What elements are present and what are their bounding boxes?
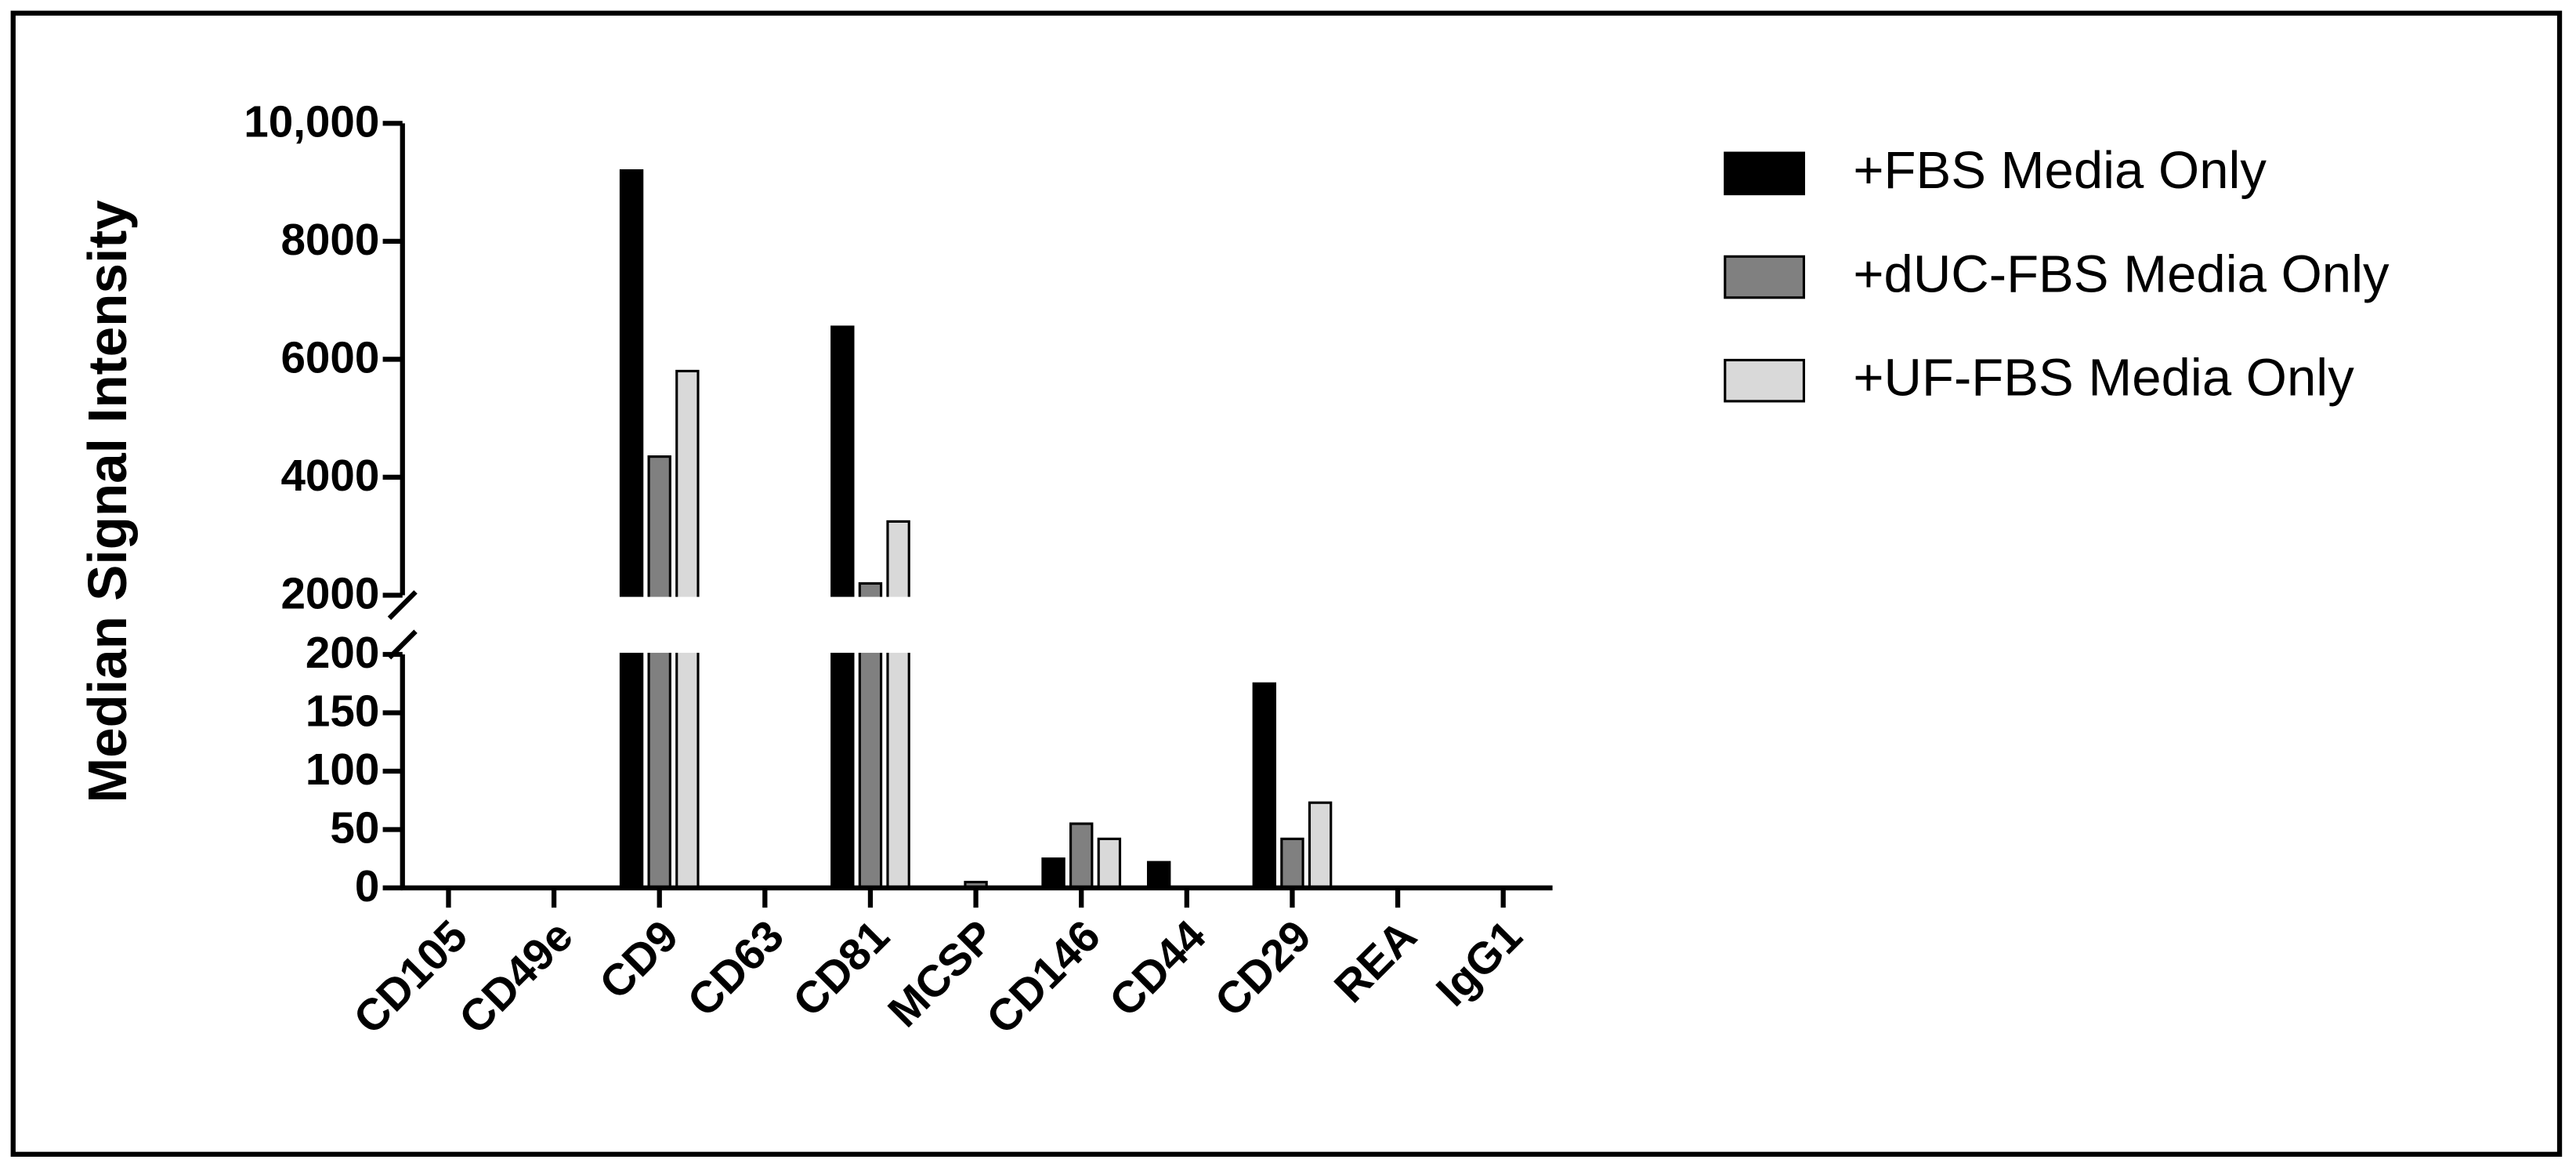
legend-swatch — [1724, 151, 1806, 196]
frame — [10, 10, 2563, 1157]
bar — [1280, 837, 1304, 890]
bar — [1069, 822, 1094, 890]
legend-label: +dUC-FBS Media Only — [1853, 245, 2390, 303]
y-tick-label: 10,000 — [244, 97, 379, 147]
y-tick-label: 200 — [306, 629, 379, 678]
legend-swatch — [1724, 358, 1806, 403]
y-tick-label: 150 — [306, 687, 379, 737]
y-tick-label: 50 — [330, 804, 379, 853]
bar — [647, 455, 671, 890]
y-axis-label: Median Signal Intensity — [77, 200, 138, 803]
bar — [619, 168, 644, 890]
y-tick-label: 0 — [355, 862, 379, 911]
legend-label: +FBS Media Only — [1853, 141, 2267, 200]
bar — [1146, 861, 1171, 890]
y-tick-label: 6000 — [280, 333, 379, 382]
bar — [1252, 682, 1277, 890]
axis-break-gap — [405, 596, 1556, 653]
y-tick-label: 100 — [306, 745, 379, 795]
y-tick-label: 2000 — [280, 570, 379, 619]
legend-swatch — [1724, 255, 1806, 299]
y-tick-label: 8000 — [280, 216, 379, 265]
bar — [1041, 857, 1065, 890]
bar — [1308, 801, 1333, 890]
y-tick-label: 4000 — [280, 451, 379, 501]
bar — [886, 520, 910, 890]
bar — [1097, 837, 1122, 890]
legend-label: +UF-FBS Media Only — [1853, 348, 2354, 407]
axis-break — [387, 590, 418, 621]
